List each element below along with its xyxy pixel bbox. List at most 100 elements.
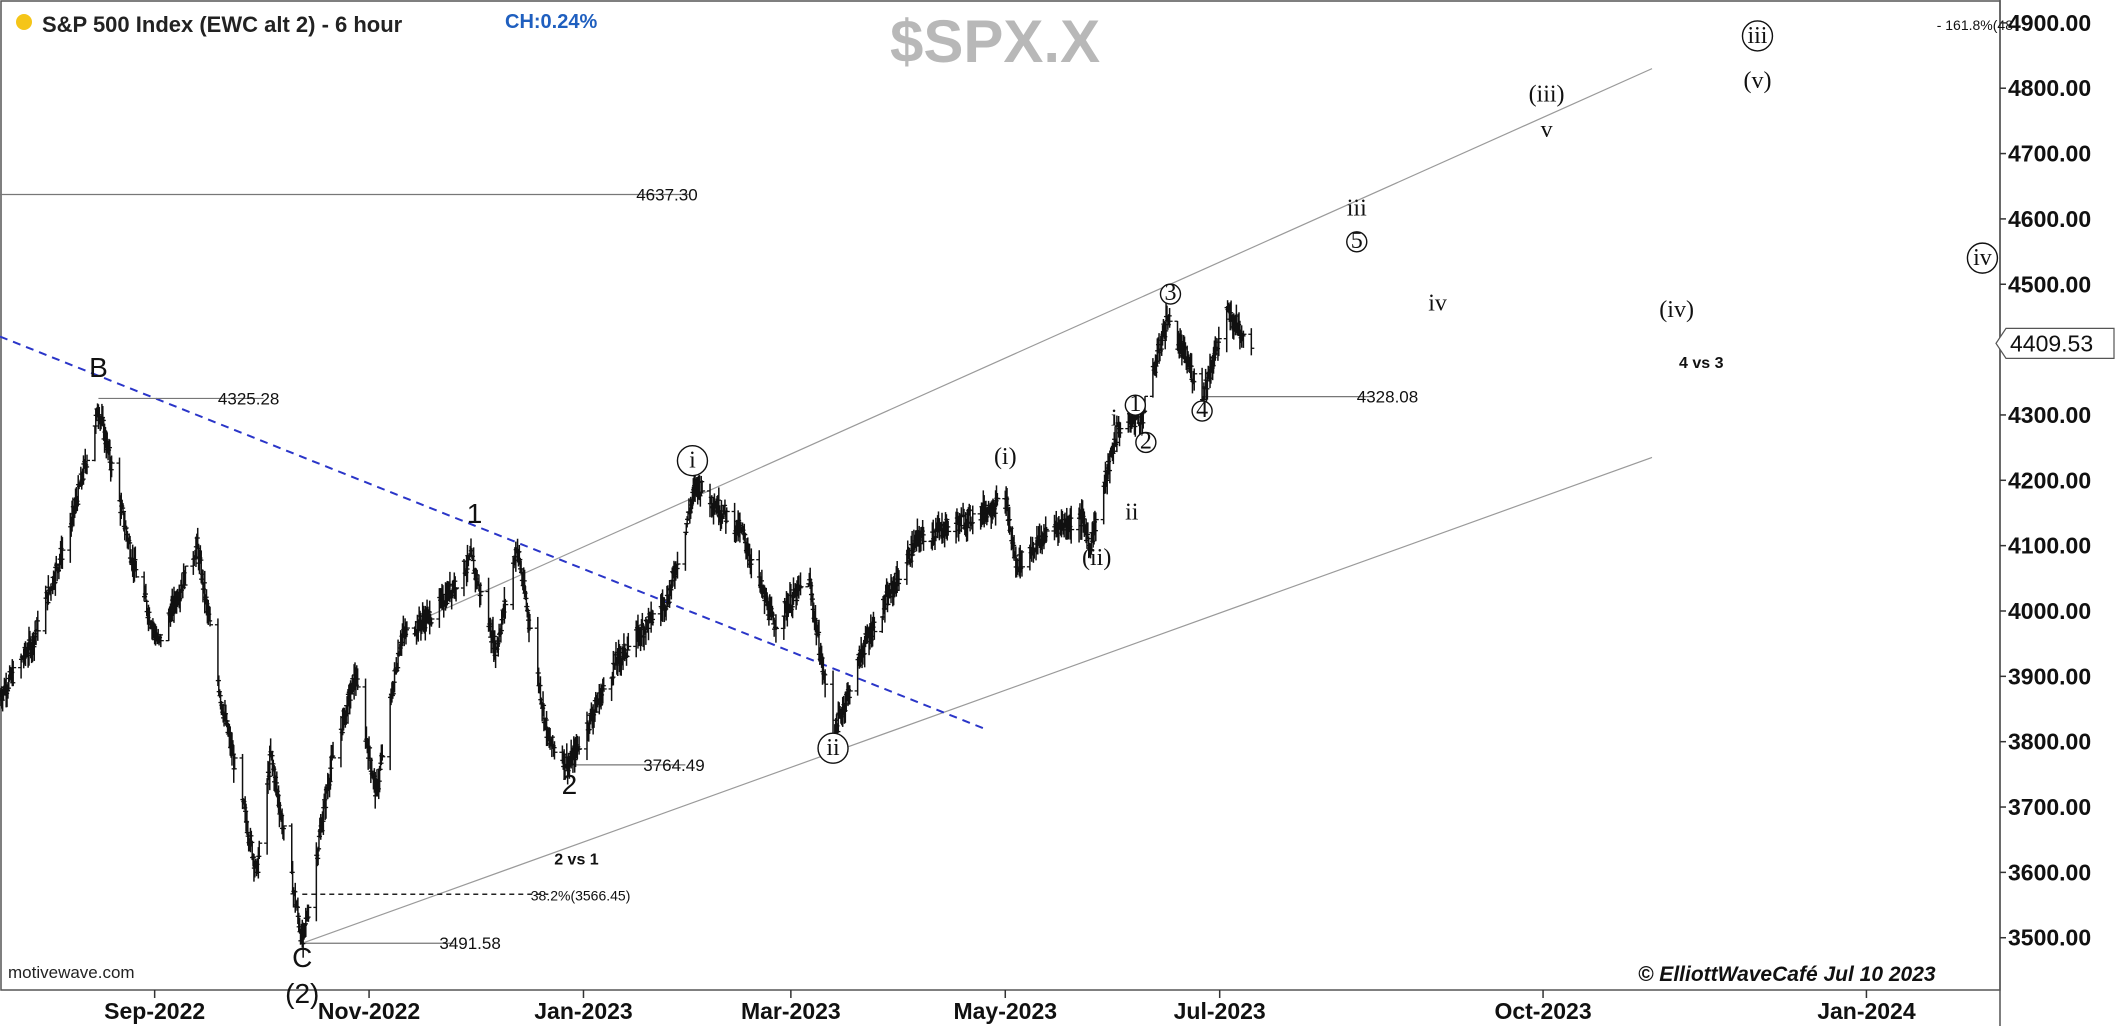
ohlc-bar — [502, 598, 509, 619]
ohlc-bar — [551, 741, 558, 760]
axes: 3500.00 3600.00 3700.00 3800.00 3900.00 4000.… — [104, 10, 2115, 1024]
ohlc-bar — [994, 493, 1001, 506]
wave-label-circle — [1124, 394, 1147, 416]
wave-label-circled: 4 — [1191, 397, 1213, 423]
y-tick-label: 3700.00 — [2008, 794, 2091, 820]
wave-label-circled: 5 — [1346, 228, 1368, 254]
wave-label-circle — [1741, 20, 1774, 52]
chart-title: S&P 500 Index (EWC alt 2) - 6 hour — [42, 12, 403, 37]
y-tick-label: 3600.00 — [2008, 859, 2091, 885]
wave-label: i — [1111, 405, 1118, 431]
ohlc-bar — [625, 632, 632, 651]
x-tick-label: Sep-2022 — [104, 998, 205, 1024]
y-tick-label: 4700.00 — [2008, 141, 2091, 167]
level-label: - 161.8%(48 — [1937, 17, 2013, 33]
y-tick-label: 4100.00 — [2008, 533, 2091, 559]
wave-label-text: iv — [1973, 245, 1992, 271]
ohlc-bar — [330, 741, 337, 759]
line-upper-channel — [418, 68, 1653, 622]
ohlc-bar — [280, 825, 287, 841]
ohlc-bars — [0, 300, 1255, 958]
wave-label-text: 1 — [1129, 391, 1141, 417]
y-tick-label: 3500.00 — [2008, 925, 2091, 951]
wave-label: (v) — [1743, 68, 1771, 94]
ohlc-bar — [453, 587, 460, 602]
ohlc-bar — [797, 572, 804, 596]
wave-label-circled: 3 — [1159, 280, 1182, 306]
chart-frame — [0, 0, 2001, 1026]
wave-label: 2 — [562, 769, 578, 800]
ohlc-bar — [1068, 505, 1075, 544]
wave-label-circle — [1135, 431, 1157, 454]
ohlc-bar — [723, 507, 730, 524]
wave-label: (iv) — [1659, 297, 1694, 323]
ohlc-bar — [649, 610, 656, 626]
ohlc-bar — [207, 606, 214, 627]
wave-label-circle — [817, 732, 849, 764]
ohlc-bar — [1043, 526, 1050, 542]
wave-label-circle — [1966, 242, 1999, 274]
ohlc-bar — [182, 565, 189, 586]
wave-label-circle — [1191, 400, 1213, 422]
ohlc-bar — [305, 904, 312, 922]
ohlc-bar — [895, 570, 902, 592]
x-tick-label: May-2023 — [953, 998, 1057, 1024]
wave-label-circle — [676, 444, 709, 477]
y-tick-label: 4800.00 — [2008, 75, 2091, 101]
wave-label: C — [292, 942, 312, 973]
ohlc-bar — [576, 736, 583, 755]
ohlc-bar — [231, 754, 238, 770]
ohlc-bar — [10, 660, 17, 687]
ohlc-bar — [699, 480, 706, 494]
y-tick-label: 4300.00 — [2008, 402, 2091, 428]
last-price-box — [1995, 327, 2115, 359]
y-tick-label: 3900.00 — [2008, 663, 2091, 689]
ohlc-bar — [1240, 330, 1247, 348]
ohlc-bar — [526, 613, 533, 631]
ohlc-bar — [1248, 328, 1255, 356]
ohlc-bar — [969, 505, 976, 535]
ohlc-bar — [772, 614, 779, 643]
last-price-label: 4409.53 — [2010, 330, 2093, 356]
x-tick-label: Mar-2023 — [741, 998, 841, 1024]
ohlc-bar — [748, 548, 755, 579]
wave-label: (i) — [994, 444, 1017, 470]
wave-label-circled: 1 — [1124, 391, 1147, 417]
wave-label-text: 3 — [1164, 280, 1176, 306]
level-label: 4637.30 — [636, 186, 697, 205]
wave-label: ii — [1125, 500, 1139, 526]
ohlc-bar — [945, 520, 952, 536]
wave-labels: 4637.30 4325.28 3764.49 3491.58 38.2%(3566.4… — [89, 17, 2013, 1009]
ohlc-bar — [871, 616, 878, 640]
ohlc-bar — [256, 840, 263, 860]
x-tick-label: Jul-2023 — [1174, 998, 1266, 1024]
wave-label: B — [89, 352, 108, 383]
line-lower-channel — [302, 456, 1653, 944]
ohlc-bar — [600, 677, 607, 691]
ohlc-bar — [674, 551, 681, 579]
wave-label: (ii) — [1082, 545, 1111, 571]
wave-label-text: 5 — [1351, 228, 1363, 254]
x-tick-label: Oct-2023 — [1494, 998, 1591, 1024]
ohlc-bar — [846, 685, 853, 705]
ohlc-bar — [59, 537, 66, 569]
ohlc-bar — [83, 454, 90, 475]
source-label: motivewave.com — [8, 963, 135, 982]
y-tick-label: 3800.00 — [2008, 729, 2091, 755]
wave-label-circled: ii — [817, 732, 849, 764]
wave-label: (iii) — [1529, 81, 1565, 107]
wave-label-circled: iii — [1741, 20, 1774, 52]
wave-label-circle — [1346, 231, 1368, 253]
copyright-credit: © ElliottWaveCafé Jul 10 2023 — [1638, 963, 1936, 986]
ohlc-bar — [1191, 368, 1198, 391]
ohlc-bar — [428, 617, 435, 627]
wave-label-text: iii — [1747, 23, 1767, 49]
ohlc-bar — [1018, 550, 1025, 577]
wave-label: v — [1541, 117, 1553, 143]
wave-label-text: ii — [826, 735, 840, 761]
wave-label-circled: iv — [1966, 242, 1999, 274]
chart-note: 2 vs 1 — [554, 852, 599, 869]
